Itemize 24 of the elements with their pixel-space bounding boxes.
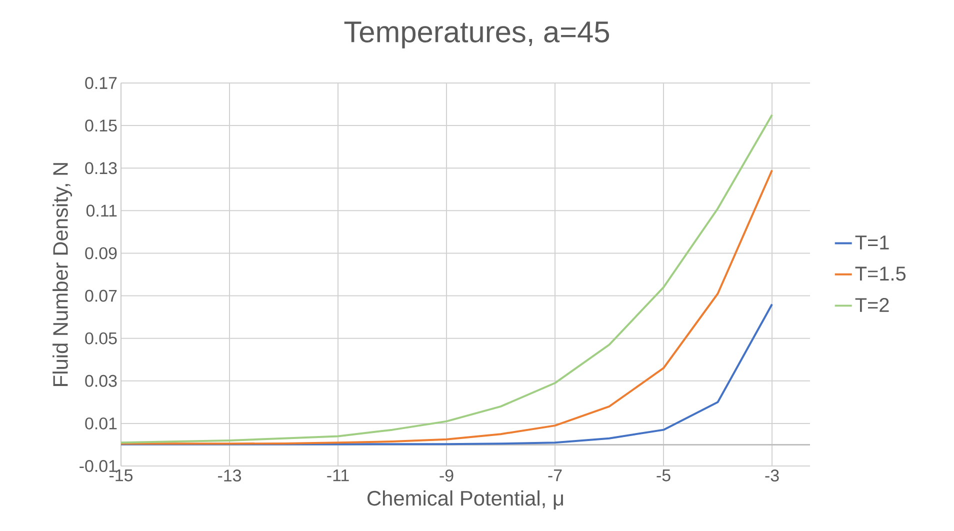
y-tick-label: 0.03: [85, 374, 117, 387]
legend-label: T=1: [855, 236, 889, 250]
y-tick-label: 0.05: [85, 332, 117, 344]
chart-title: Temperatures, a=45: [344, 22, 610, 48]
x-tick-label: -13: [218, 470, 241, 482]
x-tick-label: -3: [765, 470, 779, 482]
y-tick-label: 0.01: [85, 417, 117, 430]
y-tick-label: 0.11: [86, 204, 117, 217]
y-tick-label: -0.01: [80, 460, 117, 472]
legend-label: T=1.5: [855, 266, 906, 281]
x-axis-title: Chemical Potential, μ: [368, 490, 563, 510]
x-tick-label: -7: [548, 470, 562, 482]
legend-label: T=2: [855, 298, 889, 312]
x-tick-label: -5: [656, 470, 670, 482]
y-tick-label: 0.15: [85, 120, 117, 132]
x-tick-label: -11: [327, 470, 349, 482]
x-tick-label: -15: [110, 470, 133, 482]
x-tick-label: -9: [440, 470, 454, 482]
y-tick-label: 0.07: [85, 290, 117, 302]
y-axis-title: Fluid Number Density, N: [52, 163, 72, 386]
y-tick-label: 0.13: [85, 162, 117, 174]
y-tick-label: 0.09: [85, 247, 117, 260]
line-series: [120, 114, 774, 444]
y-tick-label: 0.17: [85, 77, 117, 89]
